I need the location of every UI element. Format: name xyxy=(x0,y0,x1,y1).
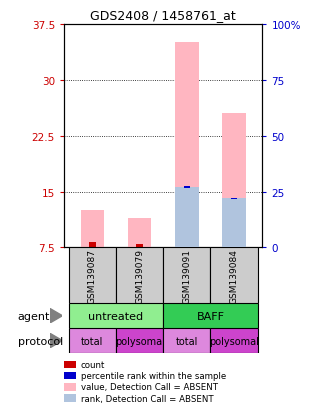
Text: GSM139091: GSM139091 xyxy=(182,248,191,303)
Text: untreated: untreated xyxy=(88,311,144,321)
Bar xyxy=(222,199,246,248)
Polygon shape xyxy=(50,309,62,323)
Bar xyxy=(184,187,190,188)
Text: total: total xyxy=(176,336,198,346)
Text: agent: agent xyxy=(18,311,50,321)
Bar xyxy=(136,244,143,248)
Bar xyxy=(231,198,237,199)
FancyBboxPatch shape xyxy=(163,248,211,304)
Bar xyxy=(89,242,96,248)
Bar xyxy=(183,240,190,248)
Text: BAFF: BAFF xyxy=(196,311,224,321)
Bar xyxy=(175,188,199,248)
Bar xyxy=(81,211,104,248)
Text: value, Detection Call = ABSENT: value, Detection Call = ABSENT xyxy=(81,382,218,392)
Text: rank, Detection Call = ABSENT: rank, Detection Call = ABSENT xyxy=(81,394,213,403)
Bar xyxy=(128,218,151,248)
Text: protocol: protocol xyxy=(18,336,63,346)
Bar xyxy=(230,242,238,248)
Bar xyxy=(175,43,199,248)
Text: percentile rank within the sample: percentile rank within the sample xyxy=(81,371,226,380)
FancyBboxPatch shape xyxy=(69,304,163,328)
Text: polysomal: polysomal xyxy=(115,336,164,346)
Polygon shape xyxy=(50,333,62,348)
FancyBboxPatch shape xyxy=(69,248,116,304)
FancyBboxPatch shape xyxy=(163,328,211,353)
Text: GSM139079: GSM139079 xyxy=(135,248,144,303)
FancyBboxPatch shape xyxy=(69,328,116,353)
Title: GDS2408 / 1458761_at: GDS2408 / 1458761_at xyxy=(90,9,236,22)
Text: total: total xyxy=(81,336,104,346)
FancyBboxPatch shape xyxy=(116,328,163,353)
FancyBboxPatch shape xyxy=(163,304,258,328)
Bar xyxy=(222,114,246,248)
Text: GSM139084: GSM139084 xyxy=(229,248,238,303)
Text: count: count xyxy=(81,360,105,369)
FancyBboxPatch shape xyxy=(116,248,163,304)
Text: GSM139087: GSM139087 xyxy=(88,248,97,303)
FancyBboxPatch shape xyxy=(211,328,258,353)
Text: polysomal: polysomal xyxy=(209,336,259,346)
FancyBboxPatch shape xyxy=(211,248,258,304)
